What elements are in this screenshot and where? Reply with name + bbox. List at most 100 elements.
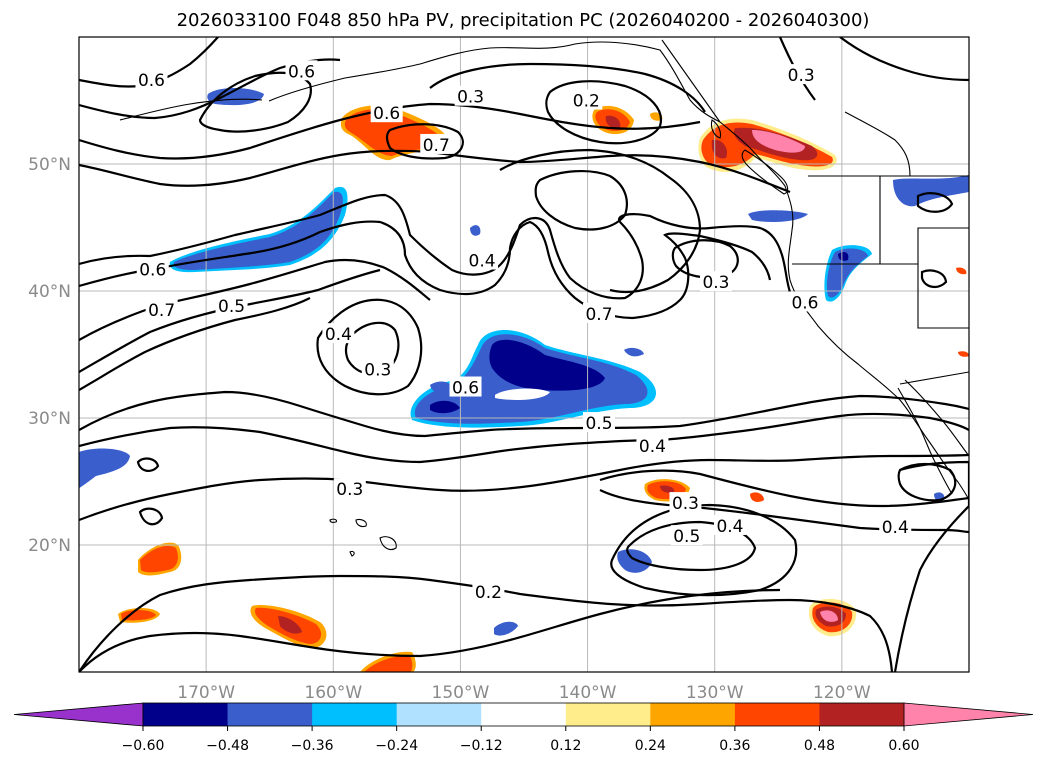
hawaii-island bbox=[329, 518, 338, 523]
colorbar-segment bbox=[481, 703, 567, 726]
contour-label-bg bbox=[333, 478, 366, 499]
precip-region-positive bbox=[364, 655, 413, 672]
contour-label: 0.7 bbox=[148, 301, 175, 321]
precip-region-negative bbox=[430, 400, 460, 414]
precip-region-positive bbox=[344, 109, 444, 156]
precip-region-negative bbox=[624, 347, 644, 357]
colorbar-extend-max bbox=[903, 702, 1034, 727]
pv-contour-line bbox=[893, 460, 969, 672]
contour-label-bg bbox=[361, 358, 394, 379]
colorbar-tick-label: −0.48 bbox=[206, 738, 249, 754]
precip-region-positive bbox=[605, 115, 621, 129]
precip-region-negative bbox=[173, 191, 343, 270]
coastlines bbox=[119, 39, 969, 557]
coastline-baja bbox=[897, 387, 953, 495]
contour-label: 0.4 bbox=[469, 252, 496, 272]
colorbar-tick-label: 0.48 bbox=[804, 738, 835, 754]
colorbar-outline bbox=[142, 702, 905, 727]
coastline-na-west bbox=[719, 121, 969, 501]
contour-label-bg bbox=[285, 60, 318, 81]
contour-label-bg bbox=[472, 580, 505, 601]
y-tick-label: 40°N bbox=[28, 282, 71, 302]
contour-label: 0.7 bbox=[423, 136, 450, 156]
contour-label: 0.5 bbox=[673, 527, 700, 547]
precip-region-positive bbox=[278, 616, 302, 634]
pv-contour-line bbox=[316, 298, 423, 396]
border-canada-provinces bbox=[844, 111, 911, 177]
contour-label-bg bbox=[135, 69, 168, 90]
map-frame bbox=[78, 36, 970, 673]
pv-contour-line bbox=[79, 412, 969, 464]
contour-labels: 0.6 0.7 0.5 0.4 0.3 0.4 0.7 0.3 0.6 0.5 0.4 0.3 0.3 0… bbox=[135, 60, 912, 603]
pv-contour-line bbox=[79, 574, 894, 672]
precip-region-negative bbox=[617, 549, 652, 573]
x-tick-label: 170°W bbox=[177, 683, 235, 703]
pv-contour-line bbox=[79, 588, 781, 672]
pv-contour-line bbox=[499, 148, 702, 294]
chart-title: 2026033100 F048 850 hPa PV, precipitatio… bbox=[177, 10, 870, 31]
contour-label: 0.2 bbox=[475, 583, 502, 603]
precip-region-positive bbox=[956, 267, 967, 275]
colorbar-tick-label: 0.60 bbox=[888, 738, 919, 754]
x-tick-label: 130°W bbox=[686, 683, 744, 703]
contour-label: 0.4 bbox=[639, 437, 666, 457]
pv-contour-line bbox=[79, 220, 772, 320]
contour-label-bg bbox=[322, 323, 355, 344]
pv-contour-line bbox=[138, 507, 164, 526]
haida-gwaii bbox=[710, 119, 722, 139]
precip-region-negative bbox=[893, 175, 969, 207]
contour-label: 0.4 bbox=[882, 518, 909, 538]
contour-label: 0.3 bbox=[702, 273, 729, 293]
contour-label-bg bbox=[583, 302, 616, 323]
x-tick-label: 140°W bbox=[559, 683, 617, 703]
colorbar-segment bbox=[396, 703, 482, 726]
contour-label: 0.2 bbox=[573, 92, 600, 112]
y-tick-label: 50°N bbox=[28, 155, 71, 175]
precip-region-positive bbox=[750, 492, 764, 502]
precip-region-negative bbox=[826, 248, 868, 298]
vancouver-island bbox=[741, 149, 789, 195]
precip-region-positive bbox=[660, 485, 675, 493]
contour-label: 0.3 bbox=[457, 88, 484, 108]
contour-label: 0.3 bbox=[336, 480, 363, 500]
precip-region-negative bbox=[494, 621, 518, 636]
hawaii-island bbox=[349, 550, 355, 557]
colorbar-segment bbox=[227, 703, 313, 726]
y-axis-ticks: 20°N 30°N 40°N 50°N bbox=[28, 155, 71, 556]
pv-contour-line bbox=[599, 489, 969, 534]
contour-label: 0.6 bbox=[138, 71, 165, 91]
contour-label-bg bbox=[136, 258, 169, 279]
precip-region-negative bbox=[470, 225, 481, 236]
hawaii-island bbox=[355, 518, 367, 528]
pv-contour-line bbox=[545, 80, 663, 145]
precip-region-negative bbox=[489, 339, 605, 391]
x-tick-label: 150°W bbox=[432, 683, 490, 703]
pv-contour-line bbox=[79, 453, 969, 522]
colorbar-tick-label: 0.24 bbox=[635, 738, 666, 754]
contour-label-bg bbox=[879, 516, 912, 537]
contour-label-bg bbox=[454, 85, 487, 106]
precipitation-pc-shading bbox=[79, 88, 969, 672]
y-tick-label: 30°N bbox=[28, 409, 71, 429]
pv-contour-line bbox=[839, 37, 969, 82]
pv-contour-line bbox=[920, 269, 948, 288]
pv-contour-line bbox=[626, 520, 757, 572]
precip-region-positive bbox=[121, 609, 156, 621]
hawaii-island bbox=[379, 536, 397, 551]
border-alaska-canada bbox=[661, 39, 721, 123]
colorbar-segment bbox=[143, 703, 229, 726]
precip-region-positive bbox=[140, 545, 178, 573]
contour-label: 0.3 bbox=[364, 361, 391, 381]
y-tick-label: 20°N bbox=[28, 536, 71, 556]
contour-label-bg bbox=[370, 102, 403, 123]
x-tick-label: 160°W bbox=[304, 683, 362, 703]
pv-contour-line bbox=[385, 123, 464, 160]
colorbar-tick-label: −0.12 bbox=[460, 738, 503, 754]
precip-region-positive bbox=[820, 610, 838, 622]
pv-contour-line bbox=[136, 457, 160, 472]
contour-label-bg bbox=[670, 525, 703, 546]
precip-region-positive bbox=[752, 130, 805, 153]
pv-contour-line bbox=[897, 462, 957, 502]
pv-contour-line bbox=[79, 297, 311, 391]
